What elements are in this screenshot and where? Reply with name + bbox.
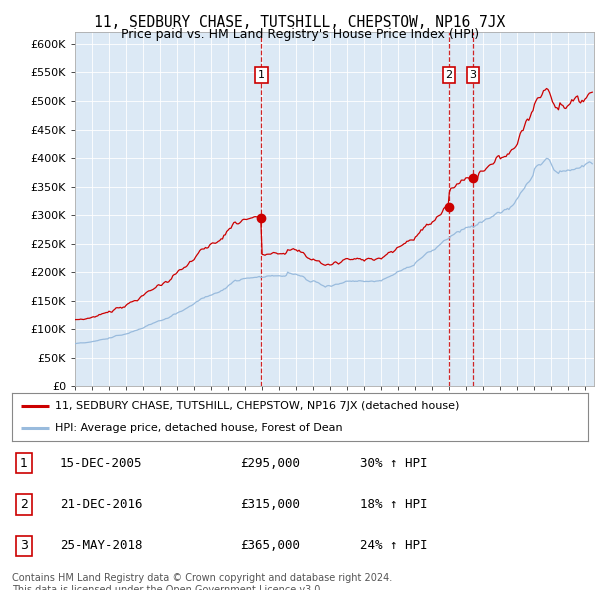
- Text: 3: 3: [20, 539, 28, 552]
- Text: 11, SEDBURY CHASE, TUTSHILL, CHEPSTOW, NP16 7JX (detached house): 11, SEDBURY CHASE, TUTSHILL, CHEPSTOW, N…: [55, 401, 460, 411]
- Text: £315,000: £315,000: [240, 498, 300, 511]
- Text: 2: 2: [20, 498, 28, 511]
- Text: 30% ↑ HPI: 30% ↑ HPI: [360, 457, 427, 470]
- Text: 1: 1: [258, 70, 265, 80]
- Text: 11, SEDBURY CHASE, TUTSHILL, CHEPSTOW, NP16 7JX: 11, SEDBURY CHASE, TUTSHILL, CHEPSTOW, N…: [94, 15, 506, 30]
- Text: 18% ↑ HPI: 18% ↑ HPI: [360, 498, 427, 511]
- Text: 3: 3: [470, 70, 476, 80]
- Text: £295,000: £295,000: [240, 457, 300, 470]
- Text: £365,000: £365,000: [240, 539, 300, 552]
- Text: 25-MAY-2018: 25-MAY-2018: [60, 539, 143, 552]
- Text: 1: 1: [20, 457, 28, 470]
- Text: 24% ↑ HPI: 24% ↑ HPI: [360, 539, 427, 552]
- Text: 2: 2: [445, 70, 452, 80]
- Text: 15-DEC-2005: 15-DEC-2005: [60, 457, 143, 470]
- Text: Price paid vs. HM Land Registry's House Price Index (HPI): Price paid vs. HM Land Registry's House …: [121, 28, 479, 41]
- Text: 21-DEC-2016: 21-DEC-2016: [60, 498, 143, 511]
- Text: HPI: Average price, detached house, Forest of Dean: HPI: Average price, detached house, Fore…: [55, 423, 343, 433]
- Text: Contains HM Land Registry data © Crown copyright and database right 2024.
This d: Contains HM Land Registry data © Crown c…: [12, 573, 392, 590]
